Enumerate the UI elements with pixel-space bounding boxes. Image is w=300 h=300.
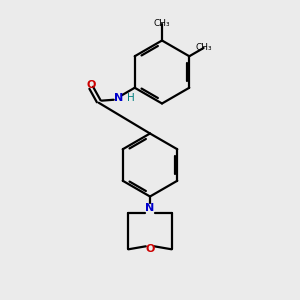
Text: H: H (127, 93, 135, 103)
Text: N: N (146, 203, 154, 213)
Text: CH₃: CH₃ (154, 20, 170, 28)
Text: CH₃: CH₃ (195, 44, 212, 52)
Text: O: O (86, 80, 96, 90)
Text: N: N (114, 93, 123, 103)
Text: O: O (145, 244, 155, 254)
